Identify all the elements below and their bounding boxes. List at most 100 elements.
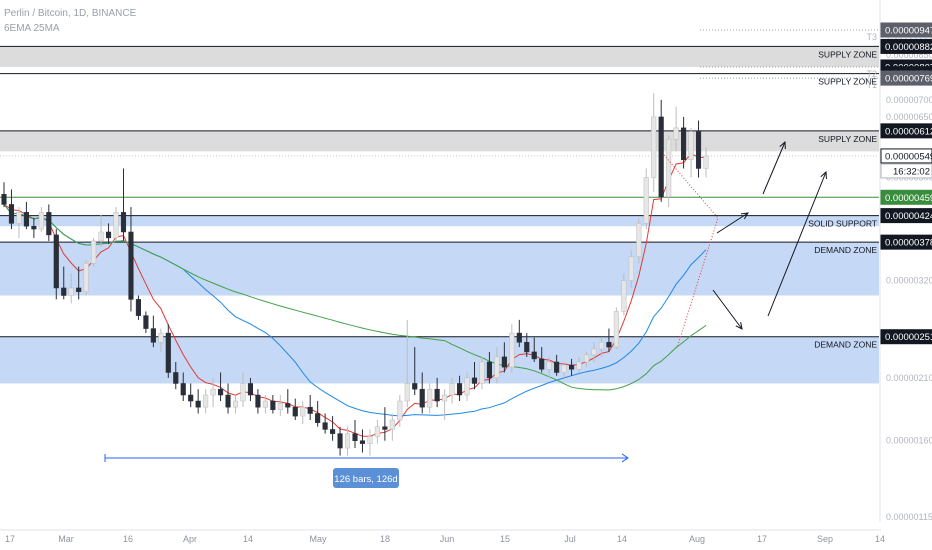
candle-body xyxy=(16,212,22,224)
candle-body xyxy=(621,280,627,312)
candle-body xyxy=(61,287,67,296)
candle-body xyxy=(479,361,485,384)
triangle-pattern xyxy=(663,154,719,349)
price-tag-bg xyxy=(880,208,932,224)
candle xyxy=(554,354,560,376)
x-tick-label: 14 xyxy=(617,534,627,544)
candle-body xyxy=(524,342,530,353)
candle-body xyxy=(150,328,156,343)
candle-body xyxy=(218,388,224,396)
candle xyxy=(173,361,179,390)
candle xyxy=(442,389,448,421)
candle xyxy=(494,347,500,384)
zone-label: SUPPLY ZONE xyxy=(818,49,877,59)
candle xyxy=(509,324,515,373)
y-tick-label: 0.00000850 xyxy=(886,50,932,60)
candle xyxy=(91,237,97,267)
candle xyxy=(352,420,358,449)
arrow-target-t1-head xyxy=(779,140,786,150)
candle xyxy=(38,207,44,232)
price-tag-bg xyxy=(880,123,932,139)
candle-body xyxy=(292,406,298,417)
x-tick-label: 18 xyxy=(380,534,390,544)
candle-body xyxy=(277,403,283,410)
candle xyxy=(374,420,380,444)
candle-body xyxy=(576,361,582,370)
zone-demand-5 xyxy=(0,336,879,384)
candle xyxy=(46,204,52,241)
candle xyxy=(143,311,149,334)
candle xyxy=(412,347,418,396)
candle-body xyxy=(270,400,276,410)
candle-body xyxy=(531,351,537,360)
x-tick-label: Jun xyxy=(440,534,455,544)
candle-body xyxy=(546,361,552,370)
candle xyxy=(613,307,619,349)
arrow-breakdown-head xyxy=(735,322,743,330)
x-tick-label: 16 xyxy=(123,534,133,544)
candle-body xyxy=(382,426,388,430)
candle-body xyxy=(688,131,694,161)
candle xyxy=(367,429,373,456)
candle xyxy=(681,116,687,169)
candle-body xyxy=(68,287,74,296)
candle-body xyxy=(651,116,657,178)
price-tag-label: 0.00000424 xyxy=(885,211,932,222)
candle-body xyxy=(509,332,515,368)
candle xyxy=(188,383,194,408)
measure-badge xyxy=(333,468,399,488)
candle-body xyxy=(247,383,254,396)
candle xyxy=(531,337,537,362)
price-tag: 0.00000882 xyxy=(880,38,932,54)
y-tick-label: 0.00000700 xyxy=(886,95,932,105)
arrow-rebound xyxy=(767,171,827,317)
candle-body xyxy=(539,358,545,370)
candle xyxy=(165,324,171,378)
candle xyxy=(636,217,642,264)
candle xyxy=(643,168,649,230)
candle-body xyxy=(464,377,470,396)
candle xyxy=(583,351,590,368)
zone-label: SUPPLY ZONE xyxy=(818,134,877,144)
candle-body xyxy=(419,388,425,408)
price-tag-bg xyxy=(880,148,932,164)
y-tick-label: 0.00000210 xyxy=(886,373,932,383)
candle-body xyxy=(307,406,313,414)
price-tag-label: 0.00000947 xyxy=(885,26,932,37)
candle-body xyxy=(397,400,403,421)
candle-body xyxy=(255,394,261,408)
candle xyxy=(203,389,209,414)
candle-body xyxy=(344,433,351,449)
measure-badge-label: 126 bars, 126d xyxy=(334,474,397,485)
candle xyxy=(262,395,268,414)
candle-body xyxy=(554,361,560,373)
candle-body xyxy=(456,383,463,396)
candle xyxy=(120,168,127,241)
countdown-tag: 16:32:02 xyxy=(880,163,932,179)
x-tick-label: Sep xyxy=(817,534,833,544)
candle xyxy=(449,377,455,404)
price-tag-label: 0.00000459 xyxy=(885,193,932,204)
candle xyxy=(539,347,545,373)
candle xyxy=(300,401,306,425)
candle-body xyxy=(210,388,216,396)
time-axis: 17 Mar 16 Apr 14 May 18 Jun 15 Jul 14 Aug 17 Sep 14 xyxy=(0,529,885,544)
candle-body xyxy=(352,433,358,441)
candle-body xyxy=(673,127,679,140)
price-tag: 0.00000424 xyxy=(880,208,932,224)
countdown-bg xyxy=(880,163,932,179)
candle xyxy=(524,333,530,357)
candle xyxy=(113,207,119,241)
candle-body xyxy=(91,240,97,264)
candle-body xyxy=(180,383,186,396)
x-tick-label: Apr xyxy=(183,534,197,544)
price-tag: 0.00000769 xyxy=(880,70,932,86)
candle-body xyxy=(1,194,7,205)
drawings-layer: 126 bars, 126d xyxy=(104,140,827,488)
zone-supply-2 xyxy=(0,130,879,152)
candle-body xyxy=(374,426,380,437)
candle xyxy=(307,395,313,421)
candle-body xyxy=(158,332,164,343)
candle xyxy=(382,407,388,441)
